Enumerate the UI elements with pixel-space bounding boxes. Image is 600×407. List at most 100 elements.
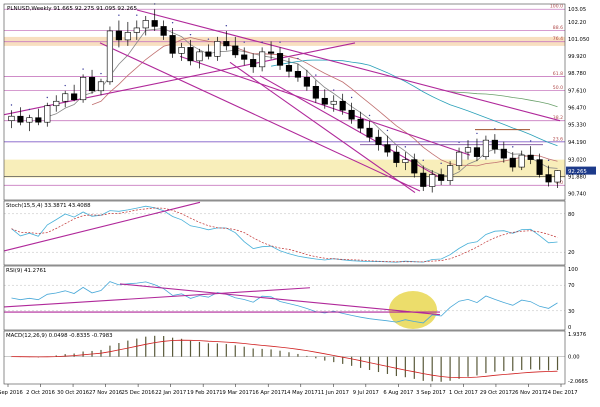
candle <box>116 31 122 40</box>
sar-dot <box>261 41 262 42</box>
candle <box>89 77 95 90</box>
macd-histogram-bar <box>548 357 549 371</box>
candle <box>331 101 337 104</box>
candle <box>259 52 265 67</box>
candle <box>438 175 444 181</box>
macd-histogram-bar <box>315 357 316 359</box>
x-tick-label: 27 Nov 2016 <box>89 390 122 396</box>
x-tick-label: 30 Oct 2016 <box>57 390 89 396</box>
candle <box>250 59 256 66</box>
macd-histogram-bar <box>262 349 263 357</box>
candle <box>429 175 435 187</box>
chart-title: PLNUSD,Weekly 91.665 92.275 91.095 92.26… <box>7 6 137 12</box>
sar-dot <box>29 109 30 110</box>
candle <box>18 116 24 122</box>
y-tick-label: 102.20 <box>568 20 586 26</box>
sar-dot <box>369 115 370 116</box>
x-tick-label: 3 Sep 2017 <box>416 390 446 396</box>
y-tick-label: 96.470 <box>568 106 586 112</box>
indicator-y-label: 70 <box>568 283 575 289</box>
candle <box>394 152 400 162</box>
macd-histogram-bar <box>333 357 334 362</box>
candle <box>9 116 15 120</box>
indicator-y-label: -2.0665 <box>568 379 588 385</box>
fib-level-label: 88.6 <box>553 25 563 31</box>
x-tick-label: 19 Feb 2017 <box>187 390 219 396</box>
candle <box>134 28 140 32</box>
x-tick-label: 1 Oct 2017 <box>449 390 478 396</box>
sar-dot <box>548 160 549 161</box>
indicator-y-label: 0.00 <box>568 355 580 361</box>
y-tick-label: 90.740 <box>568 191 586 197</box>
sar-dot <box>333 89 334 90</box>
x-tick-label: 9 Jul 2017 <box>353 390 379 396</box>
macd-histogram-bar <box>557 357 558 370</box>
macd-histogram-bar <box>235 345 236 356</box>
y-tick-label: 91.880 <box>568 174 586 180</box>
candle <box>161 26 167 35</box>
macd-histogram-bar <box>351 357 352 366</box>
candle <box>340 101 346 110</box>
macd-histogram-bar <box>387 357 388 374</box>
macd-histogram-bar <box>199 342 200 357</box>
macd-histogram-bar <box>405 357 406 378</box>
candle <box>412 160 418 173</box>
candle <box>456 152 462 165</box>
candle <box>80 77 86 99</box>
sar-dot <box>82 68 83 69</box>
candle <box>152 20 158 26</box>
x-tick-label: 16 Apr 2017 <box>252 390 284 396</box>
candle <box>501 149 507 158</box>
candle <box>546 175 552 182</box>
candle <box>197 52 203 61</box>
indicator-y-label: 30 <box>568 309 575 315</box>
candle <box>420 173 426 186</box>
candle <box>474 148 480 157</box>
candle <box>206 52 212 56</box>
y-tick-label: 99.920 <box>568 54 586 60</box>
indicator-y-label: 100 <box>568 267 578 273</box>
candle <box>98 82 104 91</box>
macd-histogram-bar <box>342 357 343 364</box>
sar-dot <box>47 97 48 98</box>
macd-histogram-bar <box>485 357 486 373</box>
sar-dot <box>208 38 209 39</box>
candle <box>45 106 51 122</box>
candle <box>295 71 301 77</box>
candle <box>215 41 221 56</box>
candle <box>519 155 525 167</box>
sar-dot <box>100 73 101 74</box>
sar-dot <box>226 25 227 26</box>
sar-dot <box>118 15 119 16</box>
candle <box>71 94 77 100</box>
fib-level-label: 100.0 <box>550 4 563 10</box>
support-band <box>4 160 565 178</box>
sar-dot <box>172 22 173 23</box>
candle <box>555 171 561 183</box>
indicator-y-label: 80 <box>568 212 575 218</box>
y-tick-label: 95.330 <box>568 123 586 129</box>
candle <box>447 166 453 181</box>
sar-dot <box>351 97 352 98</box>
macd-histogram-bar <box>369 357 370 370</box>
candle <box>224 41 230 45</box>
macd-histogram-bar <box>270 349 271 356</box>
candle <box>62 94 68 101</box>
candle <box>170 35 176 53</box>
candle <box>403 160 409 163</box>
sar-dot <box>494 128 495 129</box>
sar-dot <box>530 140 531 141</box>
candle <box>188 47 194 60</box>
x-tick-label: 24 Dec 2017 <box>544 390 577 396</box>
macd-histogram-bar <box>432 357 433 382</box>
fib-level-label: 76.4 <box>553 36 563 42</box>
macd-histogram-bar <box>396 357 397 376</box>
candle <box>510 158 516 167</box>
fib-level-label: 61.8 <box>553 71 563 77</box>
candle <box>349 110 355 119</box>
macd-histogram-bar <box>82 352 83 357</box>
x-tick-label: 14 May 2017 <box>284 390 318 396</box>
sar-dot <box>244 41 245 42</box>
sar-dot <box>458 142 459 143</box>
sar-dot <box>136 15 137 16</box>
